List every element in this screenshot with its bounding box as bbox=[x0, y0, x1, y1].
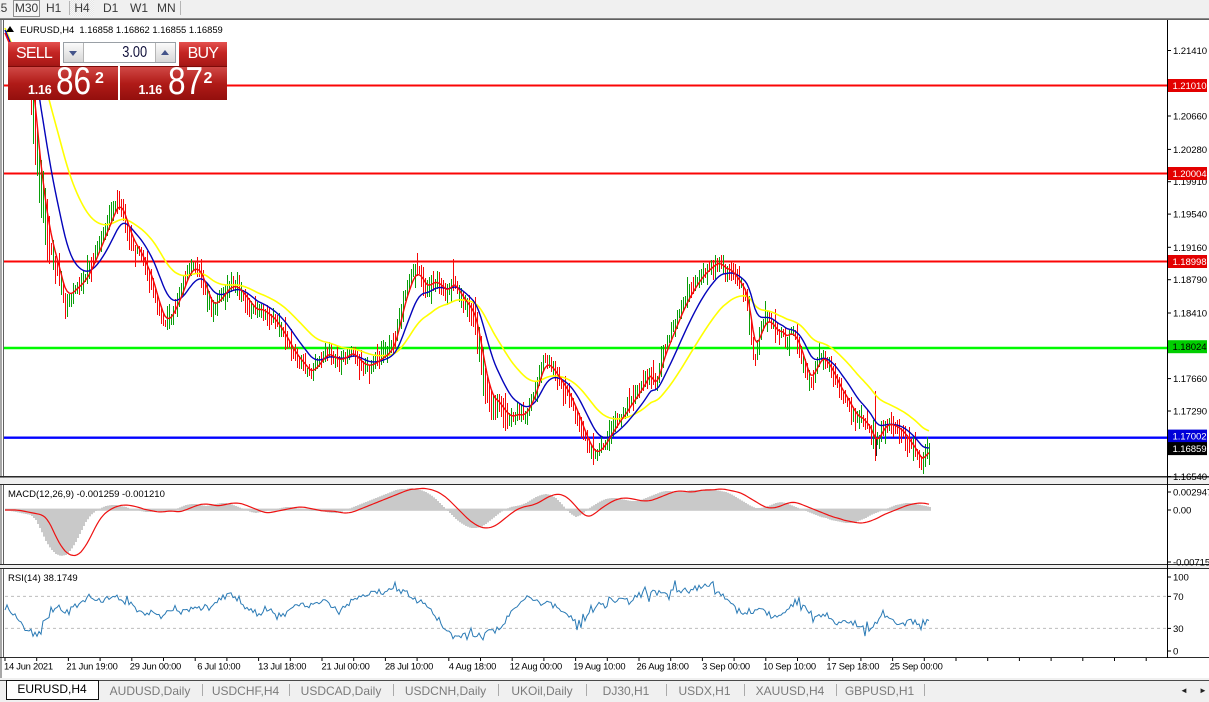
svg-text:3 Sep 00:00: 3 Sep 00:00 bbox=[702, 661, 750, 672]
svg-text:19 Aug 10:00: 19 Aug 10:00 bbox=[573, 661, 625, 672]
svg-text:1.18998: 1.18998 bbox=[1173, 257, 1207, 268]
svg-text:1.18790: 1.18790 bbox=[1173, 275, 1207, 286]
svg-text:EURUSD,H4 1.16858 1.16862 1.1: EURUSD,H4 1.16858 1.16862 1.16855 1.1685… bbox=[20, 24, 223, 35]
svg-text:21 Jul 00:00: 21 Jul 00:00 bbox=[322, 661, 370, 672]
svg-text:30: 30 bbox=[1173, 624, 1183, 635]
svg-text:70: 70 bbox=[1173, 592, 1183, 603]
svg-text:1.17660: 1.17660 bbox=[1173, 374, 1207, 385]
svg-text:1.19540: 1.19540 bbox=[1173, 210, 1207, 221]
svg-text:4 Aug 18:00: 4 Aug 18:00 bbox=[449, 661, 496, 672]
svg-text:0: 0 bbox=[1173, 647, 1178, 658]
svg-text:1.20004: 1.20004 bbox=[1173, 169, 1208, 180]
svg-text:1.18410: 1.18410 bbox=[1173, 309, 1207, 320]
svg-text:13 Jul 18:00: 13 Jul 18:00 bbox=[258, 661, 306, 672]
svg-text:MACD(12,26,9) -0.001259 -0.001: MACD(12,26,9) -0.001259 -0.001210 bbox=[8, 489, 165, 500]
svg-text:14 Jun 2021: 14 Jun 2021 bbox=[4, 661, 53, 672]
svg-text:1.21010: 1.21010 bbox=[1173, 81, 1207, 92]
svg-text:1.18024: 1.18024 bbox=[1173, 342, 1208, 353]
svg-text:1.20660: 1.20660 bbox=[1173, 112, 1207, 123]
svg-text:100: 100 bbox=[1173, 573, 1189, 584]
svg-text:1.17002: 1.17002 bbox=[1173, 432, 1207, 443]
svg-text:12 Aug 00:00: 12 Aug 00:00 bbox=[510, 661, 562, 672]
svg-text:10 Sep 10:00: 10 Sep 10:00 bbox=[763, 661, 816, 672]
svg-text:1.16859: 1.16859 bbox=[1173, 444, 1207, 455]
svg-text:1.19160: 1.19160 bbox=[1173, 243, 1207, 254]
svg-text:29 Jun 00:00: 29 Jun 00:00 bbox=[130, 661, 181, 672]
svg-text:28 Jul 10:00: 28 Jul 10:00 bbox=[385, 661, 433, 672]
svg-text:17 Sep 18:00: 17 Sep 18:00 bbox=[826, 661, 879, 672]
svg-text:1.21410: 1.21410 bbox=[1173, 46, 1207, 57]
svg-text:21 Jun 19:00: 21 Jun 19:00 bbox=[66, 661, 117, 672]
svg-text:1.16540: 1.16540 bbox=[1173, 472, 1207, 483]
svg-text:25 Sep 00:00: 25 Sep 00:00 bbox=[890, 661, 943, 672]
svg-text:0.002947: 0.002947 bbox=[1173, 488, 1209, 499]
svg-text:1.20280: 1.20280 bbox=[1173, 145, 1207, 156]
svg-text:26 Aug 18:00: 26 Aug 18:00 bbox=[636, 661, 688, 672]
svg-text:0.00: 0.00 bbox=[1173, 506, 1191, 517]
svg-text:1.17290: 1.17290 bbox=[1173, 407, 1207, 418]
svg-text:6 Jul 10:00: 6 Jul 10:00 bbox=[197, 661, 240, 672]
svg-text:RSI(14) 38.1749: RSI(14) 38.1749 bbox=[8, 573, 78, 584]
svg-text:1.19910: 1.19910 bbox=[1173, 177, 1207, 188]
